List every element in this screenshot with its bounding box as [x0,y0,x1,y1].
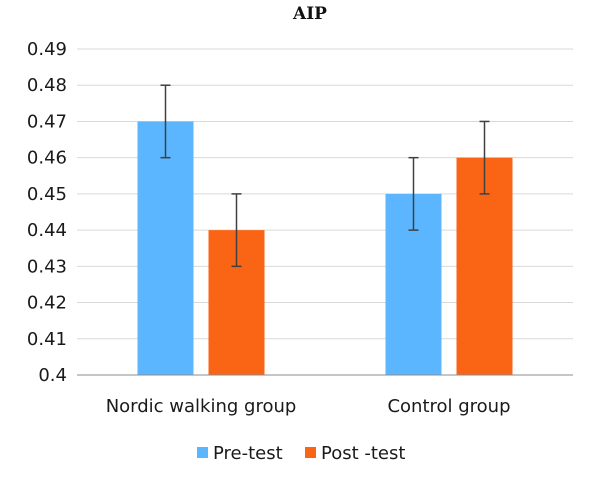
y-tick-label: 0.44 [27,220,67,241]
legend-label: Pre-test [213,443,283,464]
y-tick-label: 0.43 [27,256,67,277]
legend-swatch [197,447,208,458]
y-tick-label: 0.42 [27,293,67,314]
y-tick-label: 0.46 [27,148,67,169]
category-labels: Nordic walking group Control group [106,396,511,417]
bar-pre-test [137,121,194,375]
y-tick-label: 0.4 [38,365,67,386]
y-tick-label: 0.41 [27,329,67,350]
category-label: Control group [387,396,510,417]
y-tick-label: 0.49 [27,39,67,60]
bars [137,121,513,375]
y-tick-label: 0.48 [27,75,67,96]
category-label: Nordic walking group [106,396,297,417]
y-tick-label: 0.45 [27,184,67,205]
y-axis-ticks: 0.4 0.41 0.42 0.43 0.44 0.45 0.46 0.47 0.48 0.49 [27,39,67,386]
y-tick-label: 0.47 [27,111,67,132]
chart-title: AIP [292,4,327,24]
legend-swatch [305,447,316,458]
legend: Pre-test Post -test [197,443,405,464]
error-bars [160,84,490,268]
legend-label: Post -test [321,443,405,464]
